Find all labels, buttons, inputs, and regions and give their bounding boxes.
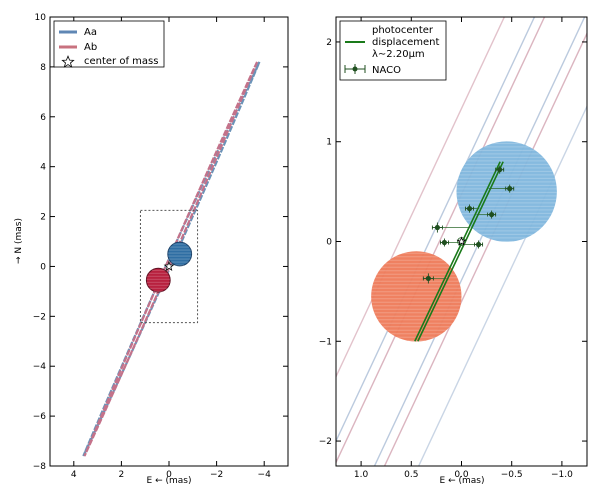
orbit-ab bbox=[83, 61, 259, 457]
star-ab-left bbox=[145, 267, 171, 293]
right-x-ticks: 1.0 0.5 0.0 −0.5 −1.0 bbox=[354, 17, 573, 480]
orbit-ab-line bbox=[383, 31, 587, 466]
right-y-tick-label: 0 bbox=[326, 238, 332, 248]
star-aa-stripes bbox=[456, 142, 557, 242]
left-legend: Aa Ab center of mass bbox=[53, 20, 165, 68]
orbit-aa-line bbox=[336, 17, 536, 443]
left-y-ticks: −8 −6 −4 −2 0 2 4 6 8 10 bbox=[33, 13, 288, 472]
right-x-tick-label: 1.0 bbox=[354, 470, 369, 480]
zoom-box bbox=[139, 209, 199, 324]
left-x-axis-label: E ← (mas) bbox=[147, 476, 192, 486]
left-axes-frame bbox=[50, 17, 288, 466]
orbit-aa-line bbox=[417, 104, 587, 466]
naco-point bbox=[476, 210, 497, 219]
photocenter-track-line-b bbox=[417, 161, 504, 342]
left-x-tick-label: −2 bbox=[210, 470, 223, 480]
left-y-tick-label: 8 bbox=[40, 63, 46, 73]
legend-photocenter-line3: λ∼2.20μm bbox=[372, 49, 425, 60]
left-y-tick-label: −6 bbox=[33, 412, 47, 422]
legend-photocenter-line2: displacement bbox=[372, 37, 439, 48]
naco-point bbox=[431, 222, 471, 233]
legend-aa-label: Aa bbox=[84, 27, 97, 38]
right-y-tick-label: −1 bbox=[319, 337, 332, 347]
right-orbit-lines bbox=[336, 17, 587, 466]
left-y-tick-label: 0 bbox=[40, 262, 46, 272]
right-legend: photocenter displacement λ∼2.20μm NACO bbox=[339, 20, 447, 81]
legend-photocenter-line1: photocenter bbox=[372, 25, 434, 36]
left-y-tick-label: 4 bbox=[40, 163, 46, 173]
naco-point bbox=[495, 165, 505, 174]
right-plot-area bbox=[336, 17, 587, 466]
right-x-tick-label: −0.5 bbox=[501, 470, 523, 480]
right-panel: 1.0 0.5 0.0 −0.5 −1.0 −2 −1 0 1 2 E ← (mas) phot… bbox=[319, 16, 588, 486]
left-x-tick-label: 4 bbox=[71, 470, 77, 480]
center-of-mass-marker-left bbox=[163, 260, 175, 272]
right-x-axis-label: E ← (mas) bbox=[440, 476, 485, 486]
right-y-tick-label: 1 bbox=[326, 138, 332, 148]
left-y-tick-label: −2 bbox=[33, 312, 46, 322]
legend-com-label: center of mass bbox=[84, 56, 158, 67]
left-y-tick-label: 2 bbox=[40, 213, 46, 223]
left-x-tick-label: 2 bbox=[119, 470, 125, 480]
naco-points bbox=[422, 165, 515, 284]
star-aa-left bbox=[167, 241, 193, 267]
left-y-tick-label: −4 bbox=[33, 362, 47, 372]
star-aa-left-stripes bbox=[167, 243, 192, 266]
star-ab-stripes bbox=[371, 252, 462, 342]
orbit-aa-line bbox=[373, 17, 586, 466]
right-legend-box bbox=[339, 20, 447, 81]
left-y-tick-label: 6 bbox=[40, 113, 46, 123]
legend-ab-label: Ab bbox=[84, 42, 97, 53]
star-ab-left-disk bbox=[145, 267, 171, 293]
left-x-tick-label: 0 bbox=[166, 470, 172, 480]
photocenter-track bbox=[414, 161, 504, 342]
naco-point bbox=[462, 240, 484, 249]
naco-point bbox=[439, 238, 464, 247]
left-legend-box bbox=[53, 20, 165, 68]
left-y-axis-label: → N (mas) bbox=[14, 218, 24, 264]
naco-point bbox=[465, 204, 480, 213]
star-aa-left-disk bbox=[167, 241, 193, 267]
left-orbits bbox=[82, 61, 261, 457]
left-y-tick-label: −8 bbox=[33, 462, 47, 472]
star-aa-disk bbox=[456, 141, 557, 242]
right-y-ticks: −2 −1 0 1 2 bbox=[319, 38, 587, 447]
legend-naco-icon bbox=[344, 64, 366, 74]
left-panel: 4 2 0 −2 −4 −8 −6 −4 −2 0 2 4 6 8 10 E ← (mas) → N (m… bbox=[14, 13, 289, 486]
star-ab-disk bbox=[371, 251, 462, 342]
naco-point bbox=[488, 184, 515, 193]
photocenter-track-line-a bbox=[414, 161, 501, 342]
right-star-stripes bbox=[371, 142, 557, 342]
right-x-tick-label: 0.0 bbox=[454, 470, 469, 480]
right-y-tick-label: −2 bbox=[319, 437, 332, 447]
right-x-tick-label: 0.5 bbox=[404, 470, 418, 480]
center-of-mass-marker-right bbox=[456, 236, 467, 246]
right-x-tick-label: −1.0 bbox=[551, 470, 573, 480]
legend-com-star-icon bbox=[61, 55, 75, 68]
left-plot-area bbox=[82, 61, 261, 457]
legend-naco-label: NACO bbox=[372, 65, 401, 76]
naco-point bbox=[422, 273, 447, 284]
orbit-ab-line bbox=[336, 17, 546, 465]
left-star-stripes bbox=[146, 243, 192, 292]
orbit-ab-line bbox=[336, 17, 506, 379]
right-y-tick-label: 2 bbox=[326, 38, 332, 48]
left-x-tick-label: −4 bbox=[258, 470, 272, 480]
left-y-tick-label: 10 bbox=[35, 13, 47, 23]
left-x-ticks: 4 2 0 −2 −4 bbox=[71, 17, 271, 480]
star-ab-left-stripes bbox=[146, 269, 171, 292]
